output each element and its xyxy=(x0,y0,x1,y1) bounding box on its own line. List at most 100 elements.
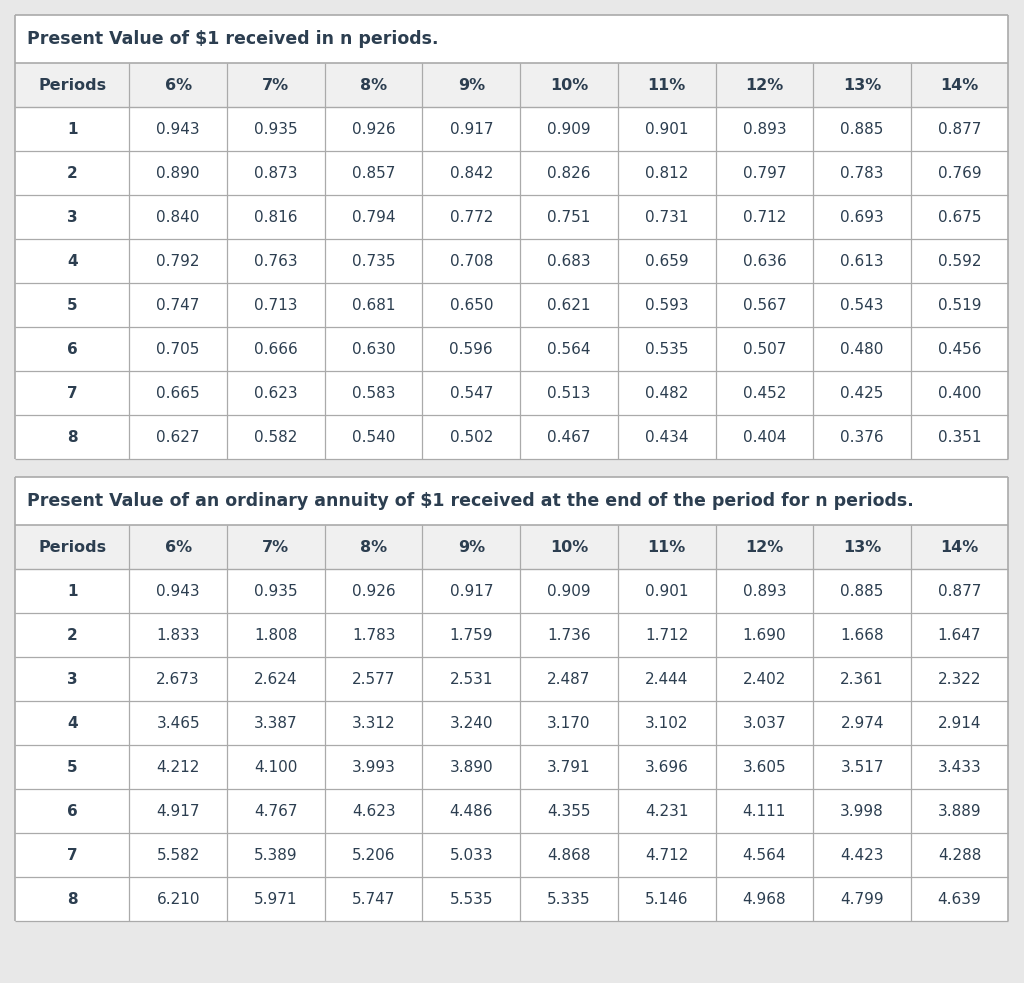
Text: 0.623: 0.623 xyxy=(254,385,298,400)
Text: 0.693: 0.693 xyxy=(841,209,884,224)
Text: 2: 2 xyxy=(67,627,78,643)
Text: 3.387: 3.387 xyxy=(254,716,298,730)
Text: 0.893: 0.893 xyxy=(742,584,786,599)
Text: 0.482: 0.482 xyxy=(645,385,688,400)
Text: 5.535: 5.535 xyxy=(450,892,493,906)
Text: 7: 7 xyxy=(67,385,78,400)
Text: 2.322: 2.322 xyxy=(938,671,981,686)
Text: 0.582: 0.582 xyxy=(254,430,298,444)
Text: 3.791: 3.791 xyxy=(547,760,591,775)
Text: 5.389: 5.389 xyxy=(254,847,298,862)
Text: 0.731: 0.731 xyxy=(645,209,688,224)
Text: 4.288: 4.288 xyxy=(938,847,981,862)
Text: 2.577: 2.577 xyxy=(352,671,395,686)
Text: 5: 5 xyxy=(67,298,78,313)
Text: 13%: 13% xyxy=(843,78,882,92)
Text: 2.914: 2.914 xyxy=(938,716,981,730)
Bar xyxy=(15,15,1008,459)
Text: 4.423: 4.423 xyxy=(841,847,884,862)
Text: 5.971: 5.971 xyxy=(254,892,298,906)
Text: 0.901: 0.901 xyxy=(645,584,688,599)
Text: 12%: 12% xyxy=(745,540,783,554)
Text: 0.797: 0.797 xyxy=(742,165,786,181)
Text: 3.890: 3.890 xyxy=(450,760,494,775)
Text: 0.826: 0.826 xyxy=(547,165,591,181)
Text: 0.840: 0.840 xyxy=(157,209,200,224)
Text: 3.465: 3.465 xyxy=(157,716,200,730)
Text: 0.877: 0.877 xyxy=(938,584,981,599)
Text: 6.210: 6.210 xyxy=(157,892,200,906)
Text: 4.639: 4.639 xyxy=(938,892,981,906)
Text: 1.783: 1.783 xyxy=(352,627,395,643)
Text: 1.712: 1.712 xyxy=(645,627,688,643)
Text: 8%: 8% xyxy=(360,540,387,554)
Text: 0.909: 0.909 xyxy=(547,122,591,137)
Text: 0.890: 0.890 xyxy=(157,165,200,181)
Text: 8%: 8% xyxy=(360,78,387,92)
Text: 3: 3 xyxy=(67,671,78,686)
Text: 11%: 11% xyxy=(647,540,686,554)
Text: 5.033: 5.033 xyxy=(450,847,494,862)
Text: 4.868: 4.868 xyxy=(547,847,591,862)
Text: 1.808: 1.808 xyxy=(254,627,298,643)
Text: 0.794: 0.794 xyxy=(352,209,395,224)
Text: 0.917: 0.917 xyxy=(450,122,493,137)
Text: 4.712: 4.712 xyxy=(645,847,688,862)
Text: 0.926: 0.926 xyxy=(352,584,395,599)
Text: 0.519: 0.519 xyxy=(938,298,981,313)
Text: 0.502: 0.502 xyxy=(450,430,493,444)
Text: 2.673: 2.673 xyxy=(157,671,200,686)
Text: 0.666: 0.666 xyxy=(254,341,298,357)
Text: 0.926: 0.926 xyxy=(352,122,395,137)
Text: 0.769: 0.769 xyxy=(938,165,981,181)
Bar xyxy=(15,63,1008,107)
Text: 8: 8 xyxy=(67,430,78,444)
Bar xyxy=(15,477,1008,921)
Text: 3.170: 3.170 xyxy=(547,716,591,730)
Text: 0.877: 0.877 xyxy=(938,122,981,137)
Text: 0.751: 0.751 xyxy=(547,209,591,224)
Text: 2.487: 2.487 xyxy=(547,671,591,686)
Text: 0.547: 0.547 xyxy=(450,385,493,400)
Text: 0.935: 0.935 xyxy=(254,122,298,137)
Text: 0.540: 0.540 xyxy=(352,430,395,444)
Text: 0.713: 0.713 xyxy=(254,298,298,313)
Text: 14%: 14% xyxy=(940,540,979,554)
Text: 0.675: 0.675 xyxy=(938,209,981,224)
Bar xyxy=(15,525,1008,569)
Text: 0.404: 0.404 xyxy=(742,430,786,444)
Text: 0.735: 0.735 xyxy=(352,254,395,268)
Text: 1.690: 1.690 xyxy=(742,627,786,643)
Text: 6%: 6% xyxy=(165,78,191,92)
Text: 0.513: 0.513 xyxy=(547,385,591,400)
Text: 0.351: 0.351 xyxy=(938,430,981,444)
Text: 4.100: 4.100 xyxy=(254,760,298,775)
Text: 0.567: 0.567 xyxy=(742,298,786,313)
Text: 4.111: 4.111 xyxy=(742,803,786,819)
Text: 12%: 12% xyxy=(745,78,783,92)
Text: 3.240: 3.240 xyxy=(450,716,493,730)
Text: 2.974: 2.974 xyxy=(841,716,884,730)
Text: 0.893: 0.893 xyxy=(742,122,786,137)
Text: 0.593: 0.593 xyxy=(645,298,688,313)
Text: 4.564: 4.564 xyxy=(742,847,786,862)
Text: 0.943: 0.943 xyxy=(157,584,200,599)
Text: 0.665: 0.665 xyxy=(157,385,200,400)
Text: 6: 6 xyxy=(67,341,78,357)
Text: 6: 6 xyxy=(67,803,78,819)
Text: 2.402: 2.402 xyxy=(742,671,786,686)
Text: 5.146: 5.146 xyxy=(645,892,688,906)
Text: 0.650: 0.650 xyxy=(450,298,493,313)
Text: 9%: 9% xyxy=(458,540,484,554)
Text: 0.857: 0.857 xyxy=(352,165,395,181)
Text: 0.792: 0.792 xyxy=(157,254,200,268)
Text: 0.630: 0.630 xyxy=(352,341,395,357)
Text: 6%: 6% xyxy=(165,540,191,554)
Text: 0.636: 0.636 xyxy=(742,254,786,268)
Bar xyxy=(15,15,1008,63)
Text: 1.833: 1.833 xyxy=(157,627,200,643)
Text: 3.102: 3.102 xyxy=(645,716,688,730)
Text: 4.231: 4.231 xyxy=(645,803,688,819)
Text: 0.376: 0.376 xyxy=(841,430,884,444)
Text: 0.456: 0.456 xyxy=(938,341,981,357)
